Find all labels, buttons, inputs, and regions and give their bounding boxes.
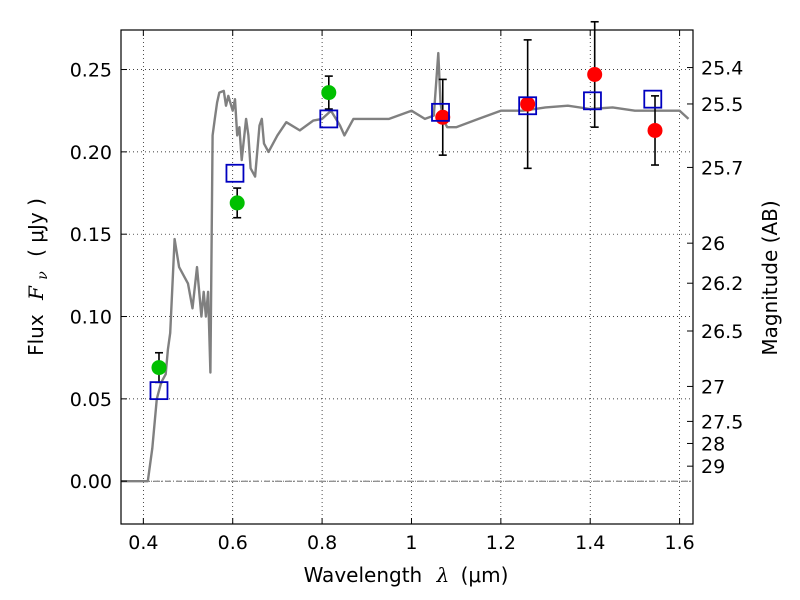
magnitude-tick-label: 26.5 xyxy=(701,321,743,343)
y-tick-label: 0.00 xyxy=(70,471,112,493)
model-spectrum xyxy=(121,51,690,483)
x-axis-label-text: Wavelength xyxy=(304,563,423,587)
model-band-point xyxy=(643,89,663,109)
plot-frame xyxy=(120,29,694,525)
x-tick-label: 0.8 xyxy=(307,532,337,554)
model-band-point xyxy=(583,91,602,111)
magnitude-tick-label: 28 xyxy=(701,433,725,455)
model-band-point xyxy=(225,163,245,183)
model-spectrum-line xyxy=(121,51,690,483)
y-tick-label: 0.10 xyxy=(70,307,112,329)
magnitude-tick-label: 25.5 xyxy=(701,94,743,116)
y-axis-symbol: F xyxy=(24,285,48,301)
observed-point xyxy=(229,195,245,211)
markers xyxy=(149,66,663,401)
y-axis-unit: ( μJy ) xyxy=(24,198,48,257)
x-tick-label: 1.4 xyxy=(575,532,605,554)
model-band-point xyxy=(431,102,450,122)
magnitude-tick-label: 25.4 xyxy=(701,58,743,80)
magnitude-tick-label: 27.5 xyxy=(701,411,743,433)
x-tick-label: 1.6 xyxy=(664,532,694,554)
magnitude-tick-label: 27 xyxy=(701,376,725,398)
observed-point xyxy=(435,109,451,125)
magnitude-tick-label: 26 xyxy=(701,233,725,255)
y-axis-label-text: Flux xyxy=(24,314,48,356)
x-tick-label: 0.4 xyxy=(128,532,158,554)
magnitude-tick-label: 25.7 xyxy=(701,157,743,179)
ticks: 0.4 0.6 0.8 1 1.2 1.4 1.6 0.00 0.05 0.10 0.15 0.20 0… xyxy=(70,30,743,554)
x-tick-label: 0.6 xyxy=(218,532,248,554)
x-axis-unit: (μm) xyxy=(461,563,509,587)
y-tick-label: 0.05 xyxy=(70,389,112,411)
observed-point xyxy=(520,96,536,112)
y-tick-label: 0.25 xyxy=(70,60,112,82)
observed-point xyxy=(647,122,663,138)
right-axis-label: Magnitude (AB) xyxy=(758,200,782,355)
x-axis-symbol: λ xyxy=(436,563,450,587)
y-tick-label: 0.20 xyxy=(70,142,112,164)
x-tick-label: 1.2 xyxy=(486,532,516,554)
magnitude-tick-label: 26.2 xyxy=(701,273,743,295)
observed-point xyxy=(587,66,603,82)
model-band-point xyxy=(518,96,538,116)
model-band-point xyxy=(149,381,169,401)
grid xyxy=(121,30,693,524)
magnitude-tick-label: 29 xyxy=(701,456,725,478)
observed-point xyxy=(151,360,167,376)
y-tick-label: 0.15 xyxy=(70,224,112,246)
x-axis-label: Wavelength λ (μm) xyxy=(304,563,509,587)
x-tick-label: 1 xyxy=(405,532,417,554)
observed-point xyxy=(321,85,337,101)
y-axis-subscript: ν xyxy=(35,271,51,280)
y-axis-label: Flux F ν ( μJy ) xyxy=(24,198,52,356)
model-band-point xyxy=(319,109,339,129)
